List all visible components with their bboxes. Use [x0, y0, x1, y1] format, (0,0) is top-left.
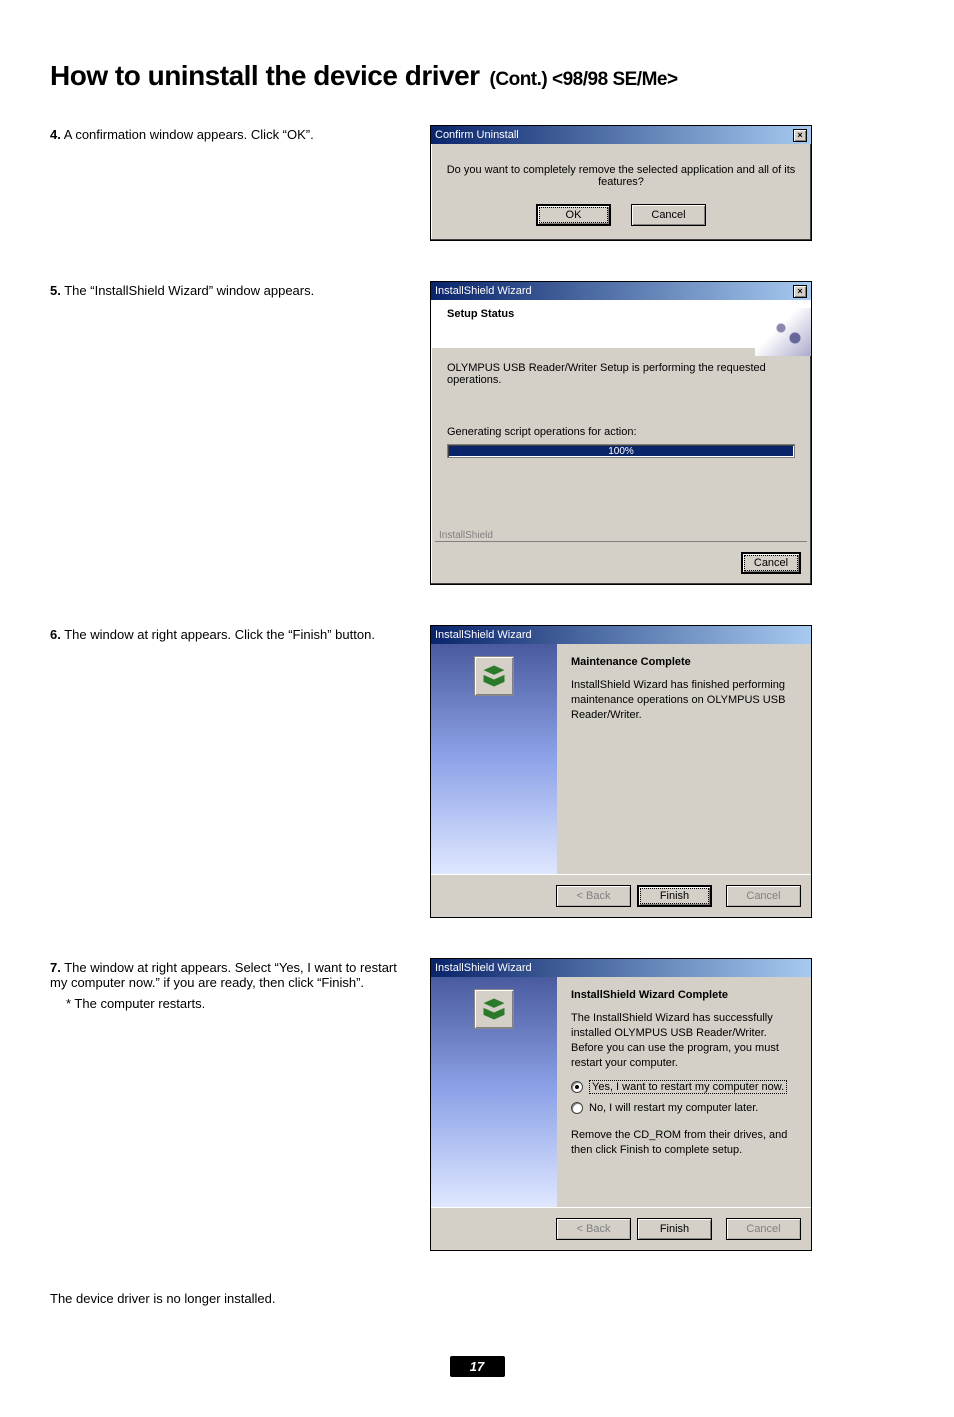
- confirm-uninstall-dialog: Confirm Uninstall × Do you want to compl…: [430, 125, 812, 241]
- setup-status-heading: Setup Status: [447, 308, 514, 348]
- wizard-restart-title: InstallShield Wizard: [435, 962, 532, 974]
- step-7-note: * The computer restarts.: [66, 996, 410, 1011]
- step-6-row: 6. The window at right appears. Click th…: [50, 625, 904, 918]
- radio-no-label: No, I will restart my computer later.: [589, 1102, 758, 1114]
- setup-status-line2: Generating script operations for action:: [447, 426, 795, 438]
- maintenance-complete-title: InstallShield Wizard: [435, 629, 532, 641]
- step-7-body: The window at right appears. Select “Yes…: [50, 960, 397, 990]
- wizard-progress-titlebar: InstallShield Wizard ×: [431, 282, 811, 300]
- confirm-dialog-title: Confirm Uninstall: [435, 129, 519, 141]
- radio-restart-yes[interactable]: Yes, I want to restart my computer now.: [571, 1080, 797, 1094]
- title-sub: (Cont.) <98/98 SE/Me>: [490, 69, 678, 91]
- closing-text: The device driver is no longer installed…: [50, 1291, 904, 1306]
- installshield-header-art: [755, 308, 811, 356]
- wizard-side-graphic: [431, 644, 557, 874]
- wizard-side-graphic: [431, 977, 557, 1207]
- progress-fill: 100%: [449, 446, 793, 456]
- radio-icon: [571, 1102, 583, 1114]
- step-4-text: 4. A confirmation window appears. Click …: [50, 125, 410, 142]
- wizard-restart-titlebar: InstallShield Wizard: [431, 959, 811, 977]
- title-main: How to uninstall the device driver: [50, 60, 480, 92]
- ok-button[interactable]: OK: [536, 204, 611, 226]
- installshield-box-icon: [474, 989, 514, 1029]
- wizard-restart-heading: InstallShield Wizard Complete: [571, 989, 797, 1001]
- step-6-number: 6.: [50, 627, 61, 642]
- back-button: < Back: [556, 885, 631, 907]
- cancel-button: Cancel: [726, 1218, 801, 1240]
- step-5-row: 5. The “InstallShield Wizard” window app…: [50, 281, 904, 585]
- step-5-text: 5. The “InstallShield Wizard” window app…: [50, 281, 410, 298]
- step-4-row: 4. A confirmation window appears. Click …: [50, 125, 904, 241]
- radio-yes-label: Yes, I want to restart my computer now.: [589, 1080, 787, 1094]
- wizard-restart-hint: Remove the CD_ROM from their drives, and…: [571, 1128, 797, 1158]
- setup-status-line1: OLYMPUS USB Reader/Writer Setup is perfo…: [447, 362, 795, 386]
- close-icon[interactable]: ×: [793, 285, 807, 298]
- step-4-number: 4.: [50, 127, 61, 142]
- cancel-button[interactable]: Cancel: [631, 204, 706, 226]
- step-4-body: A confirmation window appears. Click “OK…: [64, 127, 314, 142]
- confirm-dialog-message: Do you want to completely remove the sel…: [445, 164, 797, 188]
- maintenance-complete-dialog: InstallShield Wizard Maintenance Complet…: [430, 625, 812, 918]
- radio-restart-no[interactable]: No, I will restart my computer later.: [571, 1102, 797, 1114]
- close-icon[interactable]: ×: [793, 129, 807, 142]
- installshield-progress-dialog: InstallShield Wizard × Setup Status OLYM…: [430, 281, 812, 585]
- page-number-badge: 17: [450, 1356, 505, 1377]
- step-7-row: 7. The window at right appears. Select “…: [50, 958, 904, 1251]
- wizard-progress-title: InstallShield Wizard: [435, 285, 532, 297]
- progress-bar: 100%: [447, 444, 795, 458]
- step-6-text: 6. The window at right appears. Click th…: [50, 625, 410, 642]
- cancel-button: Cancel: [726, 885, 801, 907]
- finish-button[interactable]: Finish: [637, 885, 712, 907]
- page-title: How to uninstall the device driver (Cont…: [50, 60, 904, 95]
- maintenance-complete-titlebar: InstallShield Wizard: [431, 626, 811, 644]
- back-button: < Back: [556, 1218, 631, 1240]
- wizard-complete-restart-dialog: InstallShield Wizard InstallShield Wizar…: [430, 958, 812, 1251]
- step-7-number: 7.: [50, 960, 61, 975]
- installshield-box-icon: [474, 656, 514, 696]
- maintenance-complete-heading: Maintenance Complete: [571, 656, 797, 668]
- confirm-dialog-titlebar: Confirm Uninstall ×: [431, 126, 811, 144]
- step-5-number: 5.: [50, 283, 61, 298]
- step-6-body: The window at right appears. Click the “…: [64, 627, 375, 642]
- finish-button[interactable]: Finish: [637, 1218, 712, 1240]
- step-7-text: 7. The window at right appears. Select “…: [50, 958, 410, 1011]
- radio-icon: [571, 1081, 583, 1093]
- maintenance-complete-body: InstallShield Wizard has finished perfor…: [571, 678, 797, 723]
- cancel-button[interactable]: Cancel: [741, 552, 801, 574]
- wizard-restart-body: The InstallShield Wizard has successfull…: [571, 1011, 797, 1070]
- installshield-footer-label: InstallShield: [431, 528, 811, 541]
- step-5-body: The “InstallShield Wizard” window appear…: [64, 283, 314, 298]
